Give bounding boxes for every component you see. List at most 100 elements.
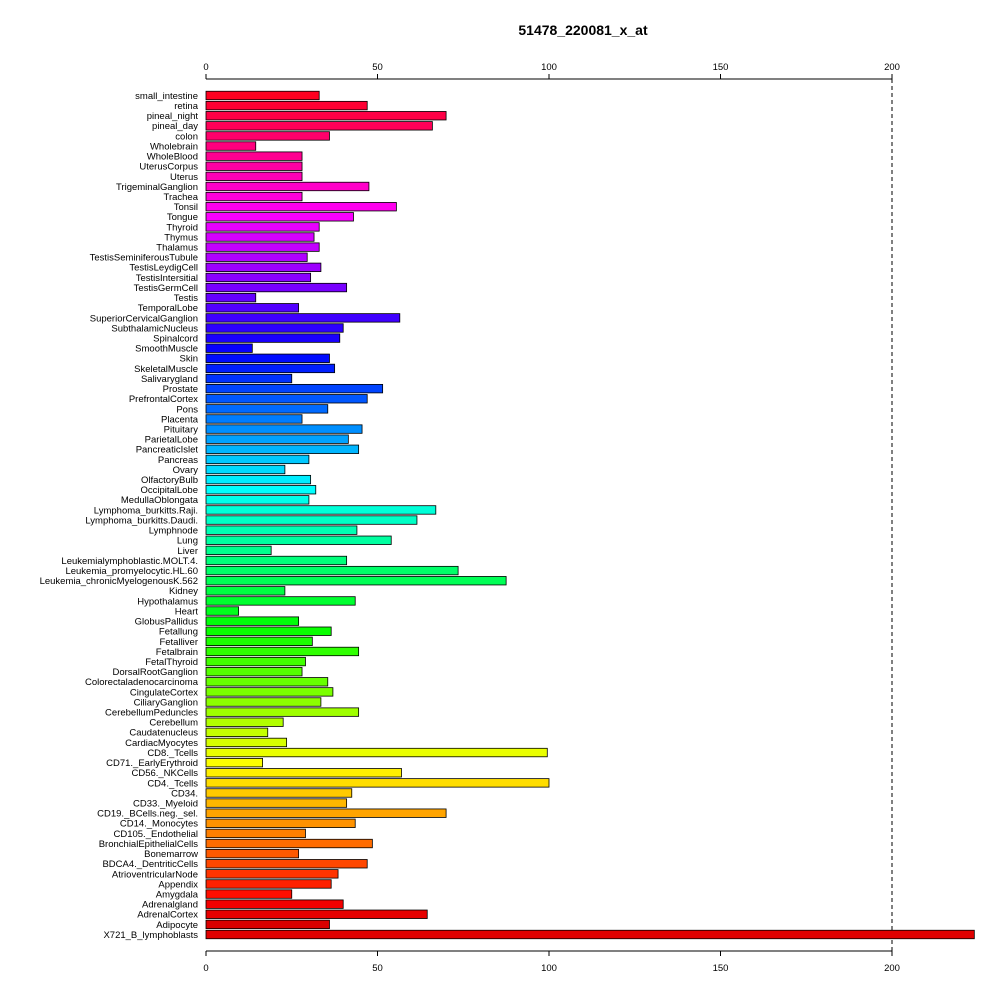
top-tick-label: 100 bbox=[541, 62, 557, 73]
bar bbox=[205, 545, 272, 556]
bar bbox=[205, 252, 308, 262]
category-label: TestisGermCell bbox=[134, 283, 198, 294]
bar bbox=[205, 525, 358, 535]
bottom-tick-label: 100 bbox=[541, 963, 557, 974]
bar bbox=[205, 444, 360, 454]
bar bbox=[205, 282, 348, 293]
category-label: OlfactoryBulb bbox=[141, 475, 198, 486]
bar bbox=[205, 434, 349, 444]
bar bbox=[205, 737, 288, 748]
category-label: Leukemia_chronicMyelogenousK.562 bbox=[40, 576, 198, 587]
category-label: Caudatenucleus bbox=[129, 728, 198, 739]
category-label: CD34. bbox=[171, 788, 198, 799]
category-label: Pituitary bbox=[164, 424, 199, 435]
bar bbox=[205, 919, 330, 930]
bar bbox=[205, 404, 329, 414]
top-tick-label: 150 bbox=[713, 62, 729, 73]
category-label: SmoothMuscle bbox=[135, 344, 198, 355]
category-label: SkeletalMuscle bbox=[134, 364, 198, 375]
category-label: TemporalLobe bbox=[138, 303, 198, 314]
category-label: FetalThyroid bbox=[145, 657, 198, 668]
category-label: GlobusPallidus bbox=[135, 617, 199, 628]
bar bbox=[205, 474, 312, 485]
bar bbox=[205, 191, 303, 202]
top-tick-label: 200 bbox=[884, 62, 900, 73]
bar bbox=[205, 272, 312, 283]
category-label: TestisLeydigCell bbox=[129, 263, 198, 274]
bar bbox=[205, 889, 293, 899]
bar bbox=[205, 636, 313, 646]
category-label: TestisIntersitial bbox=[136, 273, 198, 284]
bar bbox=[205, 141, 257, 151]
category-label: Pons bbox=[176, 404, 198, 415]
category-label: MedullaOblongata bbox=[121, 495, 199, 506]
category-label: Thalamus bbox=[156, 243, 198, 254]
category-label: Adipocyte bbox=[156, 920, 198, 931]
bar bbox=[205, 707, 360, 717]
category-label: Adrenalgland bbox=[142, 900, 198, 911]
bar bbox=[205, 383, 384, 394]
bar bbox=[205, 161, 303, 171]
bar bbox=[205, 747, 548, 758]
category-label: Cerebellum bbox=[149, 718, 198, 729]
bar bbox=[205, 667, 303, 677]
category-label: CD19._BCells.neg._sel. bbox=[97, 809, 198, 820]
bar bbox=[205, 848, 300, 859]
bar bbox=[205, 90, 320, 101]
bar bbox=[205, 202, 397, 212]
bar bbox=[205, 626, 332, 636]
category-label: CD56._NKCells bbox=[131, 768, 198, 779]
bar bbox=[205, 869, 339, 879]
bar bbox=[205, 515, 418, 525]
bar bbox=[205, 293, 257, 303]
category-label: retina bbox=[174, 101, 198, 112]
bar bbox=[205, 555, 348, 566]
bar bbox=[205, 242, 320, 252]
category-label: ParietalLobe bbox=[145, 435, 198, 446]
category-labels: small_intestineretinapineal_nightpineal_… bbox=[40, 91, 199, 941]
category-label: OccipitalLobe bbox=[140, 485, 198, 496]
category-label: BronchialEpithelialCells bbox=[99, 839, 199, 850]
bar bbox=[205, 808, 447, 818]
bar bbox=[205, 697, 322, 707]
bar bbox=[205, 929, 975, 940]
bar bbox=[205, 838, 373, 849]
bar bbox=[205, 333, 341, 343]
category-label: Liver bbox=[177, 546, 198, 557]
bar bbox=[205, 758, 263, 768]
category-label: CD71._EarlyErythroid bbox=[106, 758, 198, 769]
category-label: AtrioventricularNode bbox=[112, 869, 198, 880]
bar bbox=[205, 313, 401, 323]
bottom-tick-label: 200 bbox=[884, 963, 900, 974]
bar bbox=[205, 373, 293, 384]
bar bbox=[205, 151, 303, 161]
category-label: CD8._Tcells bbox=[147, 748, 198, 759]
bar bbox=[205, 586, 286, 596]
x-axis-bottom: 0 50 100 150 200 bbox=[203, 950, 900, 974]
bar bbox=[205, 828, 306, 839]
category-label: Fetalliver bbox=[159, 637, 198, 648]
bar bbox=[205, 303, 300, 313]
category-label: Lung bbox=[177, 536, 198, 547]
bar bbox=[205, 262, 322, 272]
category-label: small_intestine bbox=[135, 91, 198, 102]
bar bbox=[205, 859, 368, 869]
category-label: CD33._Myeloid bbox=[133, 798, 198, 809]
bar bbox=[205, 424, 363, 434]
bar bbox=[205, 495, 310, 505]
bar bbox=[205, 778, 550, 788]
category-label: CerebellumPeduncles bbox=[105, 708, 198, 719]
bar bbox=[205, 596, 356, 606]
category-label: Lymphoma_burkitts.Daudi. bbox=[85, 515, 198, 526]
bar bbox=[205, 535, 392, 545]
bar bbox=[205, 454, 310, 465]
bottom-tick-label: 0 bbox=[203, 963, 208, 974]
category-label: Tonsil bbox=[174, 202, 198, 213]
bar bbox=[205, 606, 239, 616]
bar bbox=[205, 181, 370, 192]
category-label: CD4._Tcells bbox=[147, 778, 198, 789]
bar bbox=[205, 576, 507, 586]
category-label: Kidney bbox=[169, 586, 198, 597]
category-label: Fetallung bbox=[159, 627, 198, 638]
bar bbox=[205, 899, 344, 909]
